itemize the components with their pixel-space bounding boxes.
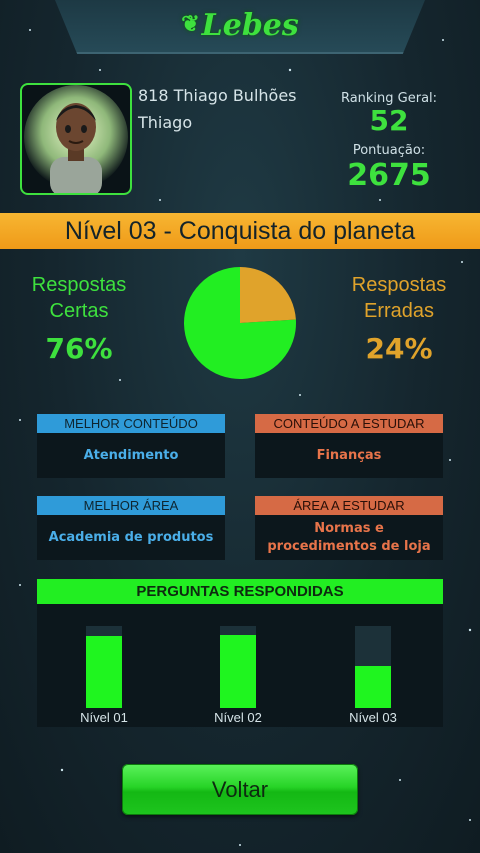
- area-to-study-card: ÁREA A ESTUDAR Normas e procedimentos de…: [255, 496, 443, 560]
- questions-answered-title: PERGUNTAS RESPONDIDAS: [37, 579, 443, 604]
- user-full-name: 818 Thiago Bulhões: [138, 86, 297, 105]
- back-button[interactable]: Voltar: [122, 764, 358, 815]
- best-content-value: Atendimento: [83, 447, 179, 463]
- pie-slice-wrong-answers: [240, 267, 296, 323]
- bar-label-2: Nível 02: [214, 710, 262, 725]
- ranking-label: Ranking Geral:: [340, 91, 438, 106]
- answers-pie-chart: [184, 267, 296, 379]
- wrong-answers-label-line1: Respostas: [351, 274, 447, 296]
- logo-text: Lebes: [201, 8, 299, 43]
- avatar-character-image: [24, 85, 128, 193]
- content-to-study-value: Finanças: [316, 447, 382, 463]
- right-answers-label-line1: Respostas: [31, 274, 127, 296]
- wrong-answers-label-line2: Erradas: [363, 300, 435, 322]
- best-area-title: MELHOR ÁREA: [37, 496, 225, 515]
- content-to-study-title: CONTEÚDO A ESTUDAR: [255, 414, 443, 433]
- content-to-study-card: CONTEÚDO A ESTUDAR Finanças: [255, 414, 443, 478]
- right-answers-label-line2: Certas: [49, 300, 109, 322]
- level-title: Nível 03 - Conquista do planeta: [64, 217, 416, 245]
- points-value: 2675: [347, 158, 431, 193]
- user-first-name: Thiago: [138, 113, 193, 132]
- bar-track-2: [220, 626, 256, 708]
- bar-track-1: [86, 626, 122, 708]
- avatar: [20, 83, 132, 195]
- best-content-card: MELHOR CONTEÚDO Atendimento: [37, 414, 225, 478]
- level-banner: Nível 03 - Conquista do planeta: [0, 213, 480, 249]
- wrong-answers-label: Respostas Erradas: [334, 272, 464, 324]
- area-to-study-value: Normas e procedimentos de loja: [267, 520, 431, 554]
- right-answers-label: Respostas Certas: [14, 272, 144, 324]
- best-area-card: MELHOR ÁREA Academia de produtos: [37, 496, 225, 560]
- bar-fill-2: [220, 635, 256, 708]
- wrong-answers-percent: 24%: [365, 332, 433, 365]
- points-label: Pontuação:: [352, 143, 426, 158]
- bar-label-3: Nível 03: [349, 710, 397, 725]
- bar-fill-3: [355, 666, 391, 708]
- bar-label-1: Nível 01: [80, 710, 128, 725]
- ranking-value: 52: [369, 104, 409, 137]
- right-answers-percent: 76%: [45, 332, 113, 365]
- bar-fill-1: [86, 636, 122, 708]
- brand-logo: ❦Lebes: [0, 8, 480, 43]
- bar-track-3: [355, 626, 391, 708]
- best-area-value: Academia de produtos: [48, 529, 214, 545]
- questions-answered-panel: PERGUNTAS RESPONDIDAS Nível 01 Nível 02 Ní…: [37, 579, 443, 727]
- leaf-icon: ❦: [181, 11, 200, 37]
- best-content-title: MELHOR CONTEÚDO: [37, 414, 225, 433]
- area-to-study-title: ÁREA A ESTUDAR: [255, 496, 443, 515]
- top-header-bar: [55, 0, 425, 54]
